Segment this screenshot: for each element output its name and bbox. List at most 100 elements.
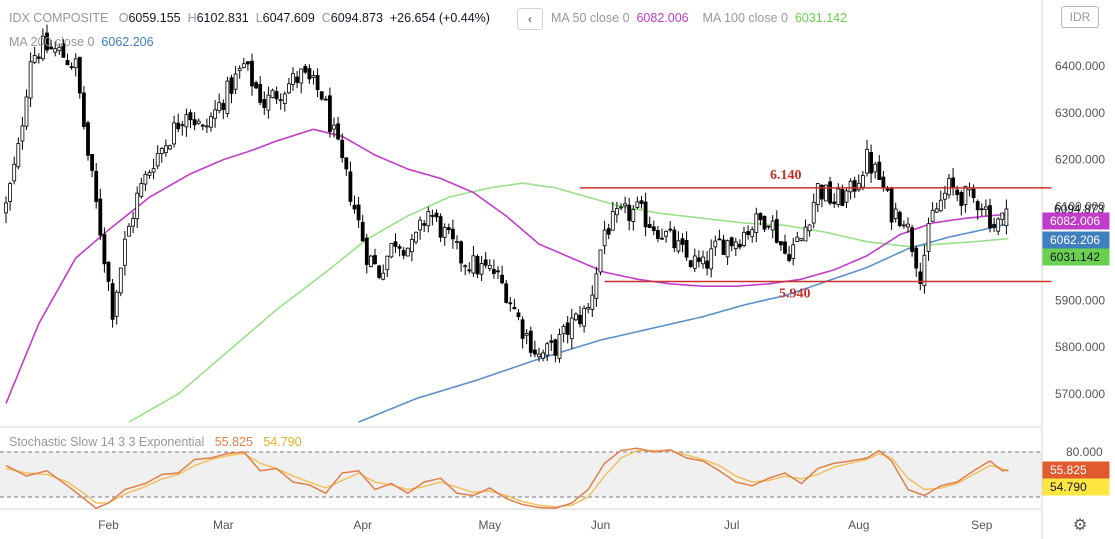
stoch-k-tag	[1042, 461, 1110, 479]
candle-body	[286, 83, 291, 94]
candle-body	[401, 249, 406, 256]
candle-body	[717, 238, 722, 241]
candle-body	[250, 60, 254, 87]
candle-body	[352, 204, 357, 210]
ma50-label: MA 50 close 0	[551, 11, 630, 25]
candle-body	[159, 148, 164, 155]
candle-body	[69, 66, 74, 69]
candle-body	[500, 274, 505, 284]
candle-body	[791, 244, 796, 260]
candle-body	[627, 204, 632, 221]
candle-body	[348, 171, 353, 202]
candle-body	[336, 123, 341, 140]
candle-body	[405, 247, 410, 257]
ma-2-tag	[1042, 248, 1110, 266]
candle-body	[110, 283, 115, 320]
candle-body	[520, 319, 525, 339]
candle-body	[922, 254, 927, 287]
candle-body	[307, 68, 312, 80]
low-value: 6047.609	[262, 11, 315, 25]
candle-body	[590, 294, 595, 310]
candle-body	[856, 182, 861, 191]
stoch-d-value: 54.790	[263, 435, 302, 449]
candle-body	[282, 93, 287, 104]
candle-body	[233, 73, 238, 90]
candle-body	[906, 223, 910, 228]
time-axis: Feb Mar Apr May Jun Jul Aug Sep	[98, 518, 993, 532]
candle-body	[1004, 208, 1009, 227]
candle-body	[45, 32, 49, 51]
candle-body	[4, 202, 8, 214]
ma-1-tag-label: 6062.206	[1050, 233, 1100, 247]
stoch-d-tag	[1042, 478, 1110, 496]
candle-body	[852, 180, 857, 192]
ma-2-tag-label: 6031.142	[1050, 250, 1100, 264]
candle-body	[496, 270, 500, 273]
candle-body	[479, 263, 484, 275]
candle-body	[561, 325, 566, 334]
x-tick-label: Aug	[848, 518, 869, 532]
candles	[4, 24, 1009, 363]
candle-body	[541, 352, 545, 359]
candle-body	[131, 218, 136, 227]
candle-body	[237, 68, 242, 72]
ma-0-tag	[1042, 212, 1110, 230]
candle-body	[947, 178, 951, 196]
candle-body	[713, 240, 718, 248]
candle-body	[996, 218, 1001, 232]
candle-body	[774, 219, 779, 243]
stochastic-panel	[5, 447, 1009, 510]
candle-body	[389, 242, 394, 258]
candle-body	[631, 209, 636, 222]
candle-body	[471, 255, 476, 274]
candle-body	[688, 260, 693, 267]
candle-body	[217, 102, 222, 112]
candle-body	[836, 188, 841, 205]
candle-body	[586, 307, 591, 310]
currency-button[interactable]: IDR	[1061, 6, 1099, 28]
candle-body	[430, 215, 435, 217]
candle-body	[647, 224, 652, 228]
candle-body	[258, 84, 263, 103]
candle-body	[24, 96, 29, 127]
candle-body	[491, 268, 496, 274]
candle-body	[196, 120, 201, 124]
candle-body	[643, 201, 648, 228]
candle-body	[487, 264, 492, 269]
candle-body	[168, 145, 172, 150]
candle-body	[65, 60, 70, 66]
candle-body	[459, 241, 464, 264]
candle-body	[971, 188, 976, 199]
collapse-legend-button[interactable]: ‹	[517, 8, 543, 30]
candle-body	[889, 187, 894, 223]
ma200-label: MA 200 close 0	[9, 35, 95, 49]
ma200-legend: MA 200 close 0 6062.206	[9, 35, 154, 49]
candle-body	[450, 228, 455, 240]
candle-body	[172, 122, 177, 145]
candle-body	[528, 330, 533, 353]
candle-body	[660, 237, 664, 240]
candle-body	[393, 241, 398, 247]
ma-0-tag-label: 6082.006	[1050, 214, 1100, 228]
candle-body	[254, 82, 259, 89]
candle-body	[475, 256, 480, 275]
candle-body	[90, 153, 94, 171]
grid-layer	[0, 0, 1043, 539]
stoch-k-tag-label: 55.825	[1050, 463, 1087, 477]
candle-body	[241, 63, 246, 68]
gear-icon[interactable]: ⚙	[1072, 517, 1088, 534]
close-label: C	[321, 11, 331, 25]
low-label: L	[255, 11, 263, 25]
candle-body	[762, 215, 767, 230]
candle-body	[955, 189, 960, 196]
candle-body	[225, 80, 230, 114]
candle-body	[766, 225, 771, 228]
stoch-tick-label: 80.000	[1066, 445, 1103, 459]
candle-body	[787, 254, 791, 261]
candle-body	[86, 122, 90, 156]
candle-body	[262, 99, 267, 109]
candle-body	[803, 226, 808, 242]
candle-body	[725, 240, 730, 258]
moving-averages	[5, 128, 1009, 423]
